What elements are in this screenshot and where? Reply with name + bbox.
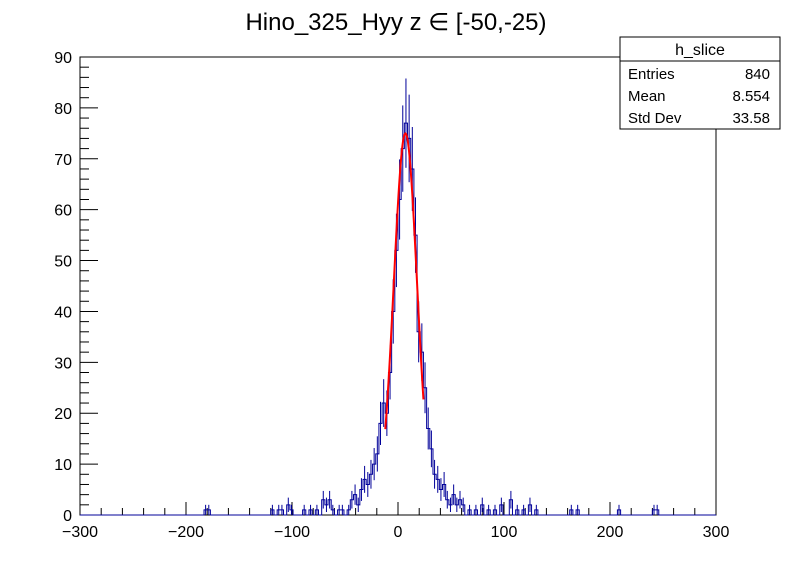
- y-tick-label: 80: [54, 101, 72, 118]
- y-tick-label: 20: [54, 406, 72, 423]
- stats-entries-label: Entries: [628, 66, 675, 83]
- x-tick-label: −300: [62, 524, 98, 541]
- y-tick-label: 70: [54, 152, 72, 169]
- stats-mean-value: 8.554: [732, 88, 770, 105]
- stats-stddev-label: Std Dev: [628, 110, 682, 127]
- y-tick-label: 0: [63, 508, 72, 525]
- error-bars: [205, 78, 658, 515]
- y-tick-label: 60: [54, 203, 72, 220]
- x-tick-label: −100: [274, 524, 310, 541]
- stats-box: h_slice Entries 840 Mean 8.554 Std Dev 3…: [619, 36, 781, 130]
- stats-box-title: h_slice: [675, 42, 725, 59]
- x-tick-label: −200: [168, 524, 204, 541]
- y-tick-label: 30: [54, 355, 72, 372]
- y-tick-label: 50: [54, 254, 72, 271]
- x-tick-label: 300: [703, 524, 730, 541]
- stats-stddev-value: 33.58: [732, 110, 770, 127]
- histogram-bins: [80, 122, 716, 516]
- y-tick-label: 90: [54, 50, 72, 67]
- x-tick-label: 200: [597, 524, 624, 541]
- gaussian-fit-curve: [384, 132, 425, 430]
- y-tick-labels: 0 10 20 30 40 50 60 70 80 90: [54, 50, 72, 525]
- y-tick-label: 40: [54, 304, 72, 321]
- stats-entries-value: 840: [745, 66, 770, 83]
- stats-box-frame: [619, 36, 781, 130]
- x-tick-label: 100: [491, 524, 518, 541]
- x-tick-labels: −300 −200 −100 0 100 200 300: [62, 524, 729, 541]
- stats-mean-label: Mean: [628, 88, 666, 105]
- histogram-outline: [80, 122, 716, 516]
- chart-title: Hino_325_Hyy z ∈ [-50,-25): [245, 9, 546, 36]
- y-tick-label: 10: [54, 457, 72, 474]
- x-tick-label: 0: [394, 524, 403, 541]
